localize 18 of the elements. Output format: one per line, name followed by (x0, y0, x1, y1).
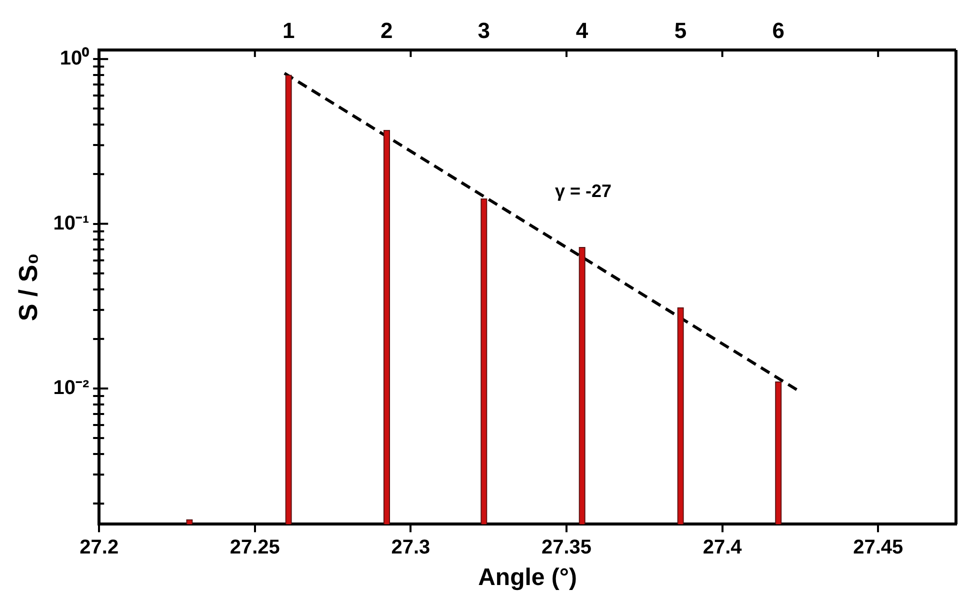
y-tick-label: 10⁻¹ (53, 212, 90, 234)
annotation: γ = -27 (554, 181, 612, 202)
text: 5 (674, 18, 687, 44)
x-axis-title: Angle (°) (478, 564, 578, 592)
text: 3 (478, 18, 490, 44)
x-tick-label: 27.35 (541, 536, 592, 559)
y-axis-title: S / S₀ (12, 253, 43, 322)
text: 6 (772, 18, 784, 44)
y-tick-label: 10⁰ (60, 46, 90, 70)
x-tick-label: 27.3 (391, 536, 430, 559)
x-tick-label: 27.25 (230, 536, 280, 559)
text: 1 (282, 18, 295, 44)
text: 2 (380, 18, 393, 44)
text: 4 (576, 18, 589, 44)
y-tick-label: 10⁻² (53, 377, 90, 400)
x-tick-label: 27.2 (80, 536, 119, 559)
x-tick-label: 27.45 (853, 536, 904, 559)
x-tick-label: 27.4 (702, 536, 743, 559)
